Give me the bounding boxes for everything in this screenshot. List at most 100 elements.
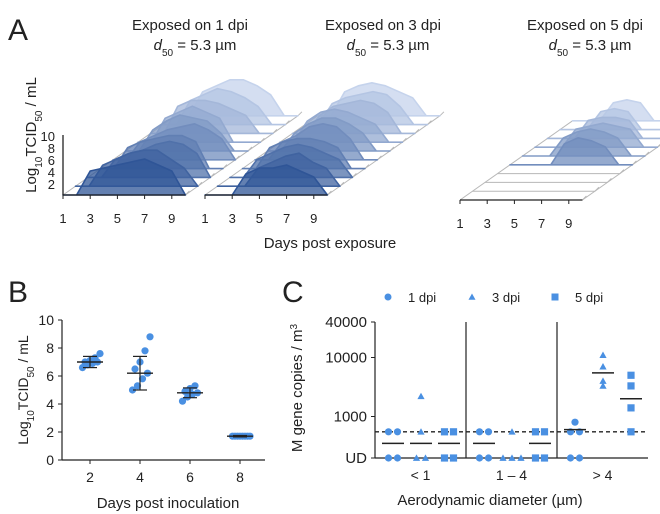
panel-a-y-tick-label: 10 bbox=[41, 129, 55, 144]
panel-c-point bbox=[475, 454, 484, 462]
panel-c-xlabel: Aerodynamic diameter (µm) bbox=[397, 492, 582, 509]
panel-c-y-tick-label: UD bbox=[345, 450, 367, 467]
panel-c-point bbox=[440, 454, 449, 462]
panel-b-y-tick-label: 10 bbox=[38, 312, 54, 328]
panel-b-x-tick-label: 8 bbox=[236, 469, 244, 485]
panel-a-depth-edge bbox=[204, 115, 318, 196]
panel-a-depth-line bbox=[497, 169, 625, 175]
panel-c-legend-label: 1 dpi bbox=[408, 290, 436, 305]
panel-c-point bbox=[508, 454, 516, 461]
panel-c-y-tick-label: 40000 bbox=[325, 314, 367, 331]
panel-a-subplot-3: Exposed on 3 dpi d50 = 5.3 µm 1 3 5 7 9 bbox=[201, 17, 445, 226]
panel-b-point bbox=[138, 375, 147, 383]
panel-b-x-tick-label: 2 bbox=[86, 469, 94, 485]
panel-a-x-tick-label: 5 bbox=[256, 211, 263, 226]
panel-a-x-tick-label: 5 bbox=[114, 211, 121, 226]
panel-c-point bbox=[508, 428, 516, 435]
panel-b-xlabel: Days post inoculation bbox=[97, 495, 240, 512]
panel-a-d50: d50 = 5.3 µm bbox=[549, 37, 632, 59]
panel-c-point bbox=[599, 351, 607, 358]
panel-a-d50: d50 = 5.3 µm bbox=[154, 37, 237, 59]
panel-c-point bbox=[393, 428, 402, 436]
panel-a-y-tick-label: 6 bbox=[48, 153, 55, 168]
panel-a-y-tick-label: 2 bbox=[48, 177, 55, 192]
panel-c-point bbox=[571, 418, 579, 426]
panel-b-ylabel: Log10TCID50 / mL bbox=[15, 335, 37, 445]
panel-a-d50: d50 = 5.3 µm bbox=[347, 37, 430, 59]
panel-b-x-tick-label: 4 bbox=[136, 469, 144, 485]
panel-a-x-tick-label: 9 bbox=[168, 211, 175, 226]
panel-b-y-tick-label: 8 bbox=[46, 340, 54, 356]
panel-b-point bbox=[141, 347, 149, 355]
panel-c-y-tick-label: 1000 bbox=[334, 408, 367, 425]
panel-c-x-tick-label: < 1 bbox=[411, 467, 431, 483]
panel-c-x-tick-label: > 4 bbox=[593, 467, 613, 483]
panel-c-y-tick-label: 10000 bbox=[325, 350, 367, 367]
panel-c-point bbox=[393, 454, 402, 462]
panel-c-point bbox=[449, 428, 458, 436]
panel-c-point bbox=[384, 454, 393, 462]
panel-b-point bbox=[178, 397, 187, 405]
panel-b-y-tick-label: 4 bbox=[46, 396, 54, 412]
panel-c-point bbox=[575, 454, 584, 462]
panel-b-point bbox=[131, 365, 139, 373]
panel-b-y-tick-label: 2 bbox=[46, 424, 54, 440]
panel-c-legend-label: 3 dpi bbox=[492, 290, 520, 305]
panel-a-y-tick-label: 4 bbox=[48, 165, 55, 180]
panel-c-point bbox=[566, 454, 575, 462]
panel-a-title: Exposed on 5 dpi bbox=[527, 17, 643, 34]
panel-c-point bbox=[540, 428, 549, 436]
panel-c-point bbox=[627, 371, 635, 379]
panel-c-point bbox=[627, 404, 635, 412]
panel-a-series-area bbox=[62, 158, 187, 196]
panel-a-y-tick-label: 8 bbox=[48, 141, 55, 156]
panel-a-letter: A bbox=[8, 14, 28, 47]
panel-c: C M gene copies / m3 1 dpi 3 dpi 5 dpi UD 10… bbox=[282, 276, 648, 509]
panel-c-legend-marker bbox=[384, 293, 392, 301]
panel-a-x-tick-label: 7 bbox=[538, 216, 545, 231]
panel-c-point bbox=[417, 392, 425, 400]
panel-a-x-tick-label: 3 bbox=[87, 211, 94, 226]
panel-c-legend-marker bbox=[551, 293, 559, 301]
panel-c-point bbox=[540, 454, 549, 462]
panel-c-point bbox=[531, 428, 540, 436]
panel-c-point bbox=[384, 428, 393, 436]
panel-b-plot: 0 2 4 6 8 10 2 4 6 8 bbox=[38, 312, 265, 485]
panel-c-point bbox=[627, 428, 635, 436]
panel-a: A Log10TCID50 / mL Exposed on 1 dpi d50 =… bbox=[8, 14, 660, 252]
panel-b-point bbox=[133, 382, 142, 390]
panel-a-x-tick-label: 9 bbox=[565, 216, 572, 231]
panel-c-x-tick-label: 1 – 4 bbox=[496, 467, 527, 483]
panel-a-x-tick-label: 7 bbox=[283, 211, 290, 226]
panel-b-y-tick-label: 6 bbox=[46, 368, 54, 384]
panel-a-title: Exposed on 3 dpi bbox=[325, 17, 441, 34]
panel-a-series-area bbox=[509, 137, 634, 166]
panel-c-point bbox=[417, 428, 425, 435]
panel-c-point bbox=[499, 454, 507, 461]
panel-c-point bbox=[627, 382, 635, 390]
panel-b-point bbox=[146, 333, 154, 341]
panel-c-legend-marker bbox=[468, 293, 476, 300]
panel-c-point bbox=[449, 454, 458, 462]
panel-c-plot: 1 dpi 3 dpi 5 dpi UD 1000 10000 40000 < 1 1 – 4 >… bbox=[325, 290, 648, 483]
panel-c-point bbox=[421, 454, 430, 461]
panel-c-point bbox=[412, 454, 421, 461]
panel-a-x-tick-label: 5 bbox=[511, 216, 518, 231]
panel-c-point bbox=[517, 454, 525, 461]
panel-c-point bbox=[475, 428, 484, 436]
panel-b: B Log10TCID50 / mL 0 2 4 6 8 10 2 4 6 8 Days post… bbox=[8, 276, 265, 512]
panel-a-ylabel: Log10TCID50 / mL bbox=[23, 77, 45, 193]
panel-a-title: Exposed on 1 dpi bbox=[132, 17, 248, 34]
panel-a-x-tick-label: 1 bbox=[456, 216, 463, 231]
panel-a-depth-edge bbox=[185, 115, 299, 196]
panel-c-legend-label: 5 dpi bbox=[575, 290, 603, 305]
panel-a-depth-line bbox=[472, 186, 600, 192]
panel-c-point bbox=[599, 382, 607, 389]
panel-c-point bbox=[484, 454, 493, 462]
panel-a-xlabel: Days post exposure bbox=[264, 235, 397, 252]
panel-b-letter: B bbox=[8, 276, 28, 309]
panel-b-y-tick-label: 0 bbox=[46, 452, 54, 468]
panel-c-point bbox=[440, 428, 449, 436]
